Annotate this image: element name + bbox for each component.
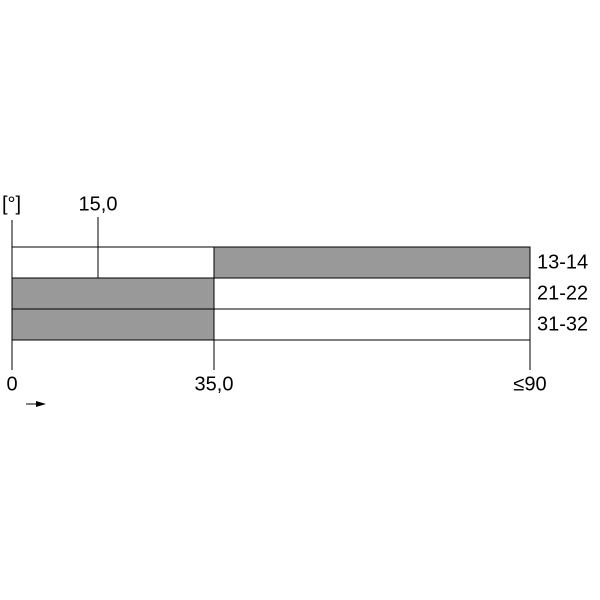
contact-open: [11, 246, 215, 279]
contact-closed: [213, 246, 531, 279]
marker-label: 0: [6, 373, 17, 395]
contact-label: 21-22: [537, 282, 588, 304]
contact-open: [213, 277, 531, 310]
contact-open: [213, 308, 531, 341]
unit-label: [°]: [2, 193, 21, 215]
marker-label: 15,0: [79, 193, 118, 215]
contact-label: 13-14: [537, 251, 588, 273]
contact-closed: [11, 277, 215, 310]
contact-closed: [11, 308, 215, 341]
contact-label: 31-32: [537, 313, 588, 335]
marker-label: 35,0: [195, 373, 234, 395]
arrow-head: [36, 401, 46, 407]
marker-label: ≤90: [513, 373, 546, 395]
